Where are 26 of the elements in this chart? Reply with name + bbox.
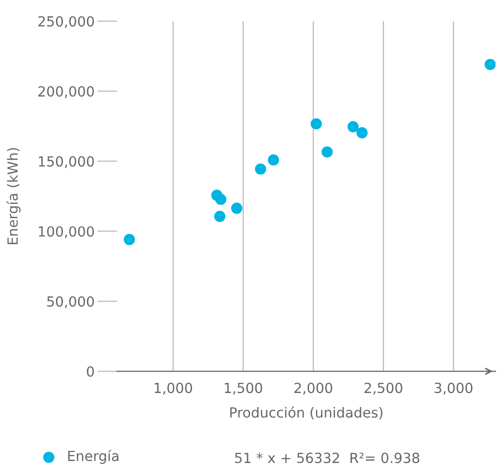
point — [310, 118, 322, 130]
x-tick-label: 3,000 — [434, 382, 472, 395]
y-tick-label: 100,000 — [38, 226, 94, 238]
point — [231, 202, 242, 214]
y-tick-label: 250,000 — [38, 16, 94, 28]
point — [254, 163, 266, 175]
point — [347, 121, 359, 132]
y-tick-label: 50,000 — [47, 296, 94, 308]
x-tick-label: 2,000 — [294, 382, 332, 395]
y-tick-label: 150,000 — [38, 156, 94, 168]
x-axis-title: Producción (unidades) — [230, 406, 382, 420]
point — [124, 234, 135, 246]
x-tick-label: 1,500 — [224, 382, 262, 395]
y-tick-label: 0 — [86, 366, 94, 377]
point — [484, 58, 496, 70]
point — [356, 127, 368, 138]
y-tick-label: 200,000 — [38, 86, 94, 98]
x-tick-label: 2,500 — [364, 382, 402, 395]
point — [215, 194, 226, 205]
y-axis-title: Energía (kWh) — [6, 148, 21, 244]
text: 51 * x + 56332 R²= 0.938 — [235, 452, 420, 464]
point — [214, 210, 226, 222]
point — [268, 154, 280, 166]
point — [322, 146, 333, 158]
x-tick-label: 1,000 — [154, 382, 192, 395]
legend-label: Energía — [68, 450, 118, 464]
